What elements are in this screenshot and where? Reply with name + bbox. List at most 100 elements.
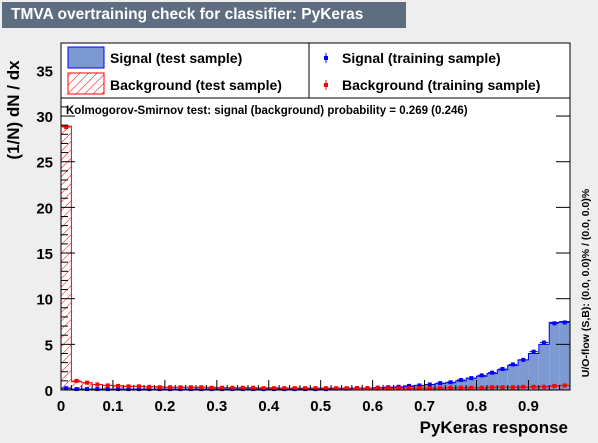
background-training-point-47 — [552, 383, 557, 388]
background-training-point-6 — [126, 384, 131, 389]
background-training-point-44 — [521, 384, 526, 389]
legend-entry-background-training: Background (training sample) — [342, 77, 540, 93]
y-tick-label-6: 30 — [36, 109, 53, 126]
background-training-point-13 — [199, 385, 204, 390]
y-axis-label-box: (1/N) dN / dx — [2, 55, 26, 165]
signal-test-bar-47 — [549, 322, 560, 390]
signal-training-point-1 — [74, 387, 79, 392]
signal-test-bar-43 — [507, 365, 519, 390]
x-tick-label-7: 0.7 — [414, 398, 435, 415]
signal-training-point-44 — [521, 357, 526, 362]
x-tick-label-4: 0.4 — [258, 398, 280, 415]
legend-swatch-background-test — [67, 72, 105, 95]
background-training-point-46 — [542, 384, 547, 389]
y-axis-label: (1/N) dN / dx — [4, 60, 23, 160]
background-training-point-25 — [323, 386, 328, 391]
background-training-point-19 — [261, 386, 266, 391]
background-training-point-39 — [469, 385, 474, 390]
x-tick-label-9: 0.9 — [518, 398, 539, 415]
background-training-point-45 — [531, 384, 536, 389]
background-training-point-9 — [157, 385, 162, 390]
background-training-point-10 — [168, 385, 173, 390]
background-test-bar-2 — [81, 382, 93, 390]
plot-area — [61, 43, 570, 390]
background-training-point-31 — [386, 386, 391, 391]
background-training-point-4 — [105, 383, 110, 388]
background-training-point-5 — [116, 383, 121, 388]
background-training-point-12 — [188, 385, 193, 390]
background-training-point-14 — [209, 385, 214, 390]
x-tick-label-2: 0.2 — [154, 398, 175, 415]
background-training-point-26 — [334, 386, 339, 391]
signal-training-point-34 — [417, 383, 422, 388]
background-training-point-7 — [136, 384, 141, 389]
signal-test-bar-45 — [528, 353, 539, 390]
background-training-point-24 — [313, 386, 318, 391]
background-training-point-1 — [74, 378, 79, 383]
background-training-point-8 — [147, 384, 152, 389]
legend-entry-signal-test: Signal (test sample) — [110, 50, 242, 66]
signal-test-bar-44 — [518, 359, 529, 390]
background-training-point-23 — [303, 386, 308, 391]
background-training-point-11 — [178, 385, 183, 390]
x-tick-label-3: 0.3 — [206, 398, 227, 415]
signal-test-bar-41 — [486, 373, 498, 390]
background-training-point-33 — [406, 386, 411, 391]
signal-training-point-47 — [552, 321, 557, 326]
chart-title: TMVA overtraining check for classifier: … — [2, 2, 406, 28]
signal-training-point-38 — [458, 377, 463, 382]
signal-training-point-7 — [136, 387, 141, 392]
signal-training-point-45 — [531, 349, 536, 354]
background-training-point-48 — [562, 383, 567, 388]
signal-test-bar-46 — [538, 344, 550, 390]
signal-training-point-39 — [469, 376, 474, 381]
background-training-point-21 — [282, 386, 287, 391]
background-training-point-38 — [458, 385, 463, 390]
background-training-point-28 — [355, 386, 360, 391]
overflow-label-box: U/O-flow (S,B): (0.0, 0.0)% / (0.0, 0.0)… — [578, 175, 594, 390]
ks-test-annotation: Kolmogorov-Smirnov test: signal (backgro… — [66, 105, 468, 117]
signal-training-point-0 — [64, 386, 69, 391]
background-training-point-22 — [292, 386, 297, 391]
signal-training-point-48 — [562, 320, 567, 325]
background-training-point-0 — [64, 125, 69, 130]
x-tick-label-6: 0.6 — [362, 398, 383, 415]
background-test-bar-1 — [71, 381, 82, 390]
x-tick-label-0: 0 — [57, 398, 65, 415]
signal-training-point-4 — [105, 387, 110, 392]
signal-training-point-40 — [479, 373, 484, 378]
background-training-point-16 — [230, 385, 235, 390]
x-tick-label-5: 0.5 — [310, 398, 331, 415]
signal-training-point-37 — [448, 380, 453, 385]
signal-training-point-41 — [490, 370, 495, 375]
y-tick-label-4: 20 — [36, 200, 53, 217]
signal-training-point-36 — [438, 381, 443, 386]
signal-test-bar-39 — [466, 378, 477, 390]
background-training-point-41 — [490, 385, 495, 390]
legend: Signal (test sample) Background (test sa… — [60, 42, 571, 99]
y-tick-label-0: 0 — [45, 383, 53, 400]
legend-swatch-signal-test — [67, 46, 105, 69]
background-training-point-27 — [344, 386, 349, 391]
legend-entry-background-test: Background (test sample) — [110, 77, 282, 93]
background-training-point-32 — [396, 386, 401, 391]
background-training-point-15 — [220, 385, 225, 390]
background-training-point-30 — [375, 386, 380, 391]
background-training-point-17 — [240, 385, 245, 390]
background-test-bar-0 — [61, 126, 72, 391]
signal-training-point-35 — [427, 382, 432, 387]
y-tick-label-7: 35 — [36, 63, 53, 80]
signal-training-point-3 — [95, 387, 100, 392]
y-tick-label-1: 5 — [45, 337, 53, 354]
signal-training-point-6 — [126, 387, 131, 392]
background-training-point-43 — [510, 385, 515, 390]
background-training-point-18 — [251, 385, 256, 390]
background-training-point-35 — [427, 386, 432, 391]
background-test-bar-48 — [559, 385, 570, 390]
background-training-point-42 — [500, 385, 505, 390]
background-training-point-34 — [417, 386, 422, 391]
x-tick-label-1: 0.1 — [103, 398, 124, 415]
signal-training-point-46 — [542, 340, 547, 345]
